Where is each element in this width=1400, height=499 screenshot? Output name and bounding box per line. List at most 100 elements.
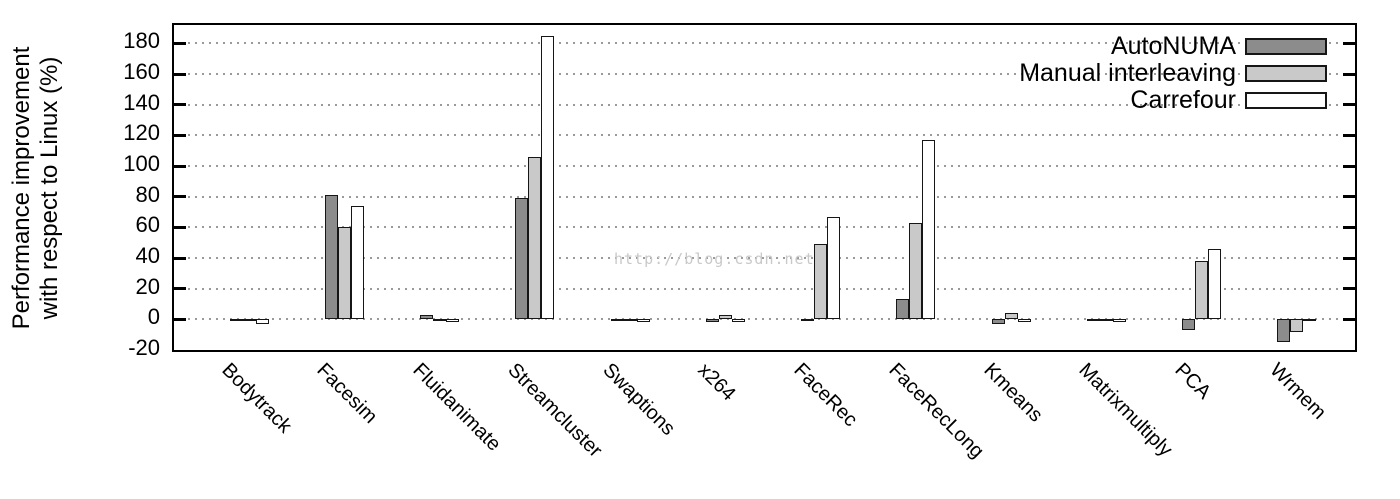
y-tick-label-180: 180 — [123, 28, 160, 54]
y-tick-left-60 — [174, 225, 186, 229]
bar-facerec-manual-interleaving — [814, 244, 828, 320]
x-label-facesim: Facesim — [312, 359, 382, 428]
gridline-y20 — [174, 287, 1355, 290]
x-label-facereclong: FaceRecLong — [884, 359, 988, 463]
y-tick-left-0 — [174, 317, 186, 321]
y-tick-label-140: 140 — [123, 89, 160, 115]
legend: AutoNUMA Manual interleaving Carrefour — [900, 33, 1327, 114]
gridline-y80 — [174, 195, 1355, 198]
bar-fluidanimate-carrefour — [446, 319, 460, 323]
bar-bodytrack-carrefour — [255, 319, 269, 324]
x-label-matrixmultiply: Matrixmultiply — [1074, 359, 1177, 462]
x-label-kmeans: Kmeans — [979, 359, 1048, 427]
y-tick-right-0 — [1343, 317, 1355, 321]
x-label-streamcluster: Streamcluster — [503, 359, 607, 462]
bar-fluidanimate-manual-interleaving — [433, 319, 447, 322]
y-tick-label-40: 40 — [135, 243, 160, 269]
bar-facesim-autonuma — [324, 195, 338, 320]
legend-swatch-carrefour — [1245, 92, 1327, 109]
legend-label-carrefour: Carrefour — [1130, 86, 1236, 114]
bar-kmeans-carrefour — [1017, 319, 1031, 323]
y-tick-right-40 — [1343, 256, 1355, 260]
y-tick-label-80: 80 — [135, 181, 160, 207]
y-tick-right-140 — [1343, 103, 1355, 107]
y-tick-right-160 — [1343, 72, 1355, 76]
watermark: http://blog.csdn.net/ — [614, 250, 825, 268]
y-tick-right-100 — [1343, 164, 1355, 168]
bar-matrixmultiply-autonuma — [1086, 319, 1100, 322]
bar-facesim-manual-interleaving — [337, 227, 351, 320]
bar-bodytrack-manual-interleaving — [242, 319, 256, 322]
bar-swaptions-autonuma — [610, 319, 624, 322]
gridline-y120 — [174, 134, 1355, 137]
bar-facereclong-manual-interleaving — [909, 222, 923, 320]
bar-pca-carrefour — [1208, 248, 1222, 320]
bar-facerec-carrefour — [827, 216, 841, 320]
y-tick-left-140 — [174, 103, 186, 107]
bar-swaptions-carrefour — [636, 319, 650, 323]
bar-x264-autonuma — [705, 319, 719, 323]
x-label-x264: x264 — [693, 359, 741, 406]
legend-row-autonuma: AutoNUMA — [900, 33, 1327, 60]
y-tick-label-160: 160 — [123, 59, 160, 85]
y-tick-label-0: 0 — [147, 304, 160, 330]
bar-facereclong-carrefour — [922, 139, 936, 320]
bar-fluidanimate-autonuma — [420, 314, 434, 320]
bar-pca-autonuma — [1182, 319, 1196, 331]
gridline-y140 — [174, 103, 1355, 106]
y-tick-left-100 — [174, 164, 186, 168]
bar-matrixmultiply-carrefour — [1112, 319, 1126, 323]
legend-swatch-autonuma — [1245, 38, 1327, 55]
x-label-facerec: FaceRec — [789, 359, 862, 432]
bar-matrixmultiply-manual-interleaving — [1099, 319, 1113, 322]
y-tick-right-60 — [1343, 225, 1355, 229]
bar-facesim-carrefour — [350, 205, 364, 320]
gridline-y100 — [174, 165, 1355, 168]
y-tick-left-120 — [174, 133, 186, 137]
y-tick-right-20 — [1343, 287, 1355, 291]
bar-x264-carrefour — [731, 319, 745, 323]
y-tick-label-60: 60 — [135, 212, 160, 238]
y-tick-label-100: 100 — [123, 151, 160, 177]
legend-label-autonuma: AutoNUMA — [1110, 32, 1236, 60]
bar-pca-manual-interleaving — [1195, 261, 1209, 320]
y-tick-right-120 — [1343, 133, 1355, 137]
x-label-fluidanimate: Fluidanimate — [407, 359, 505, 456]
y-tick-label--20: -20 — [128, 335, 160, 360]
bar-swaptions-manual-interleaving — [623, 319, 637, 322]
y-tick-left-20 — [174, 287, 186, 291]
bar-facereclong-autonuma — [896, 299, 910, 320]
gridline-y180 — [174, 42, 1355, 45]
y-tick-left-80 — [174, 195, 186, 199]
x-label-bodytrack: Bodytrack — [217, 359, 296, 438]
bar-kmeans-manual-interleaving — [1004, 313, 1018, 320]
x-label-pca: PCA — [1170, 359, 1215, 404]
legend-row-manual-interleaving: Manual interleaving — [900, 60, 1327, 87]
gridline-y60 — [174, 226, 1355, 229]
plot-area: http://blog.csdn.net/ — [172, 23, 1357, 352]
gridline-y160 — [174, 73, 1355, 76]
bar-kmeans-autonuma — [991, 319, 1005, 324]
y-tick-label-120: 120 — [123, 120, 160, 146]
gridline-y40 — [174, 257, 1355, 260]
bar-x264-manual-interleaving — [718, 314, 732, 320]
bar-streamcluster-manual-interleaving — [528, 156, 542, 320]
y-tick-label-20: 20 — [135, 273, 160, 299]
legend-row-carrefour: Carrefour — [900, 87, 1327, 114]
bar-streamcluster-carrefour — [541, 35, 555, 320]
x-label-swaptions: Swaptions — [598, 359, 680, 440]
bar-wrmem-autonuma — [1277, 319, 1291, 343]
y-tick-right-180 — [1343, 41, 1355, 45]
legend-swatch-manual-interleaving — [1245, 65, 1327, 82]
x-label-wrmem: Wrmem — [1265, 359, 1331, 424]
gridline-y0 — [174, 318, 1355, 321]
bar-bodytrack-autonuma — [229, 319, 243, 322]
legend-label-manual-interleaving: Manual interleaving — [1019, 59, 1236, 87]
bar-wrmem-manual-interleaving — [1290, 319, 1304, 332]
bar-facerec-autonuma — [801, 319, 815, 322]
plot-inner — [174, 25, 1355, 350]
y-tick-left-180 — [174, 41, 186, 45]
y-tick-right-80 — [1343, 195, 1355, 199]
bar-streamcluster-autonuma — [515, 198, 529, 320]
